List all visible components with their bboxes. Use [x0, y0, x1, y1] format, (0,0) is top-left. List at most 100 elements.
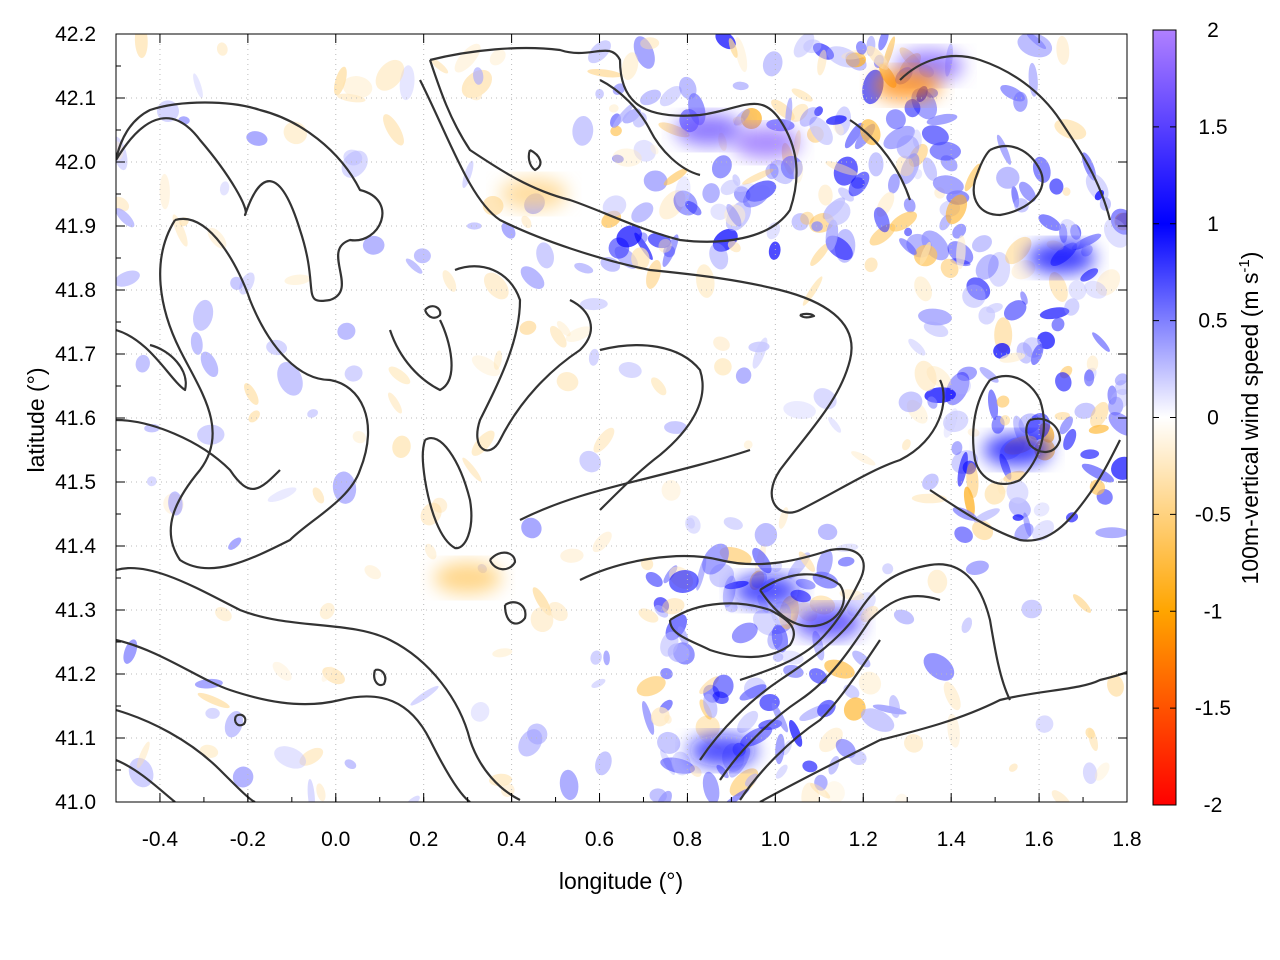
- heat-cell: [893, 609, 915, 625]
- heat-cell: [768, 241, 781, 260]
- heat-cell: [1074, 402, 1096, 419]
- heat-cell: [1059, 416, 1073, 435]
- heat-cell: [519, 320, 537, 335]
- x-tick-label: 0.4: [497, 828, 527, 851]
- heat-cell: [996, 134, 1012, 165]
- heat-cell: [973, 508, 1000, 523]
- heat-cell: [899, 238, 917, 255]
- heat-cell: [654, 605, 669, 618]
- heat-cell: [135, 354, 150, 373]
- x-tick-label: 0.8: [673, 828, 702, 851]
- heat-cell: [1048, 272, 1068, 302]
- heat-cell: [272, 661, 292, 681]
- heat-cell: [702, 183, 720, 204]
- x-tick-label: -0.4: [142, 828, 179, 851]
- heat-cell: [873, 207, 890, 233]
- heat-cell: [904, 99, 921, 118]
- x-axis: -0.4 -0.2 0.0 0.2 0.4 0.6 0.8 1.0 1.2 1.4 1.6 1.8: [115, 34, 1142, 851]
- heat-cell: [742, 168, 774, 185]
- heat-cell: [686, 517, 695, 529]
- heat-cell: [728, 38, 738, 58]
- heat-cell: [732, 81, 749, 91]
- heat-cell: [866, 45, 889, 70]
- heat-cell: [1039, 307, 1070, 320]
- heat-cell: [826, 46, 860, 68]
- heat-cell: [1084, 367, 1097, 382]
- heat-cell: [851, 451, 876, 466]
- heat-cell: [713, 336, 730, 351]
- heat-cell: [1020, 291, 1028, 305]
- heat-cell: [664, 421, 688, 434]
- heat-cell: [590, 650, 602, 665]
- contour-line: [849, 55, 1112, 221]
- heat-cell: [996, 395, 1010, 408]
- heat-cell: [966, 462, 979, 498]
- heat-cell: [752, 547, 772, 574]
- heat-cell: [579, 450, 602, 473]
- heat-cell: [754, 523, 778, 547]
- heat-cell: [633, 36, 655, 69]
- heat-cell: [702, 771, 720, 802]
- heat-cell: [943, 681, 961, 711]
- heat-cell: [965, 560, 989, 576]
- heat-cell: [1051, 790, 1072, 802]
- heat-cell: [885, 109, 906, 130]
- heat-cell: [716, 764, 729, 779]
- heat-cell: [828, 416, 842, 433]
- heat-cell: [752, 337, 768, 369]
- heat-cell: [595, 88, 604, 99]
- contour-line: [116, 638, 471, 802]
- heat-cell: [638, 608, 659, 623]
- heat-cell: [588, 348, 600, 366]
- heat-cell: [659, 190, 686, 220]
- heat-cell: [943, 410, 969, 433]
- contour-line: [759, 573, 846, 628]
- contour-line: [388, 265, 592, 452]
- heat-cell: [788, 719, 803, 747]
- contour-line: [759, 670, 1127, 802]
- heat-cell: [618, 362, 642, 378]
- heat-cell: [926, 113, 958, 126]
- heat-cell: [642, 700, 655, 735]
- heat-cell: [1000, 415, 1011, 426]
- y-tick-label: 41.7: [55, 343, 96, 366]
- heat-cell: [714, 358, 732, 376]
- heat-cell: [650, 707, 670, 727]
- heat-cell: [316, 783, 326, 802]
- heat-cell: [858, 671, 882, 695]
- contour-line: [419, 79, 945, 514]
- heat-cell: [1108, 412, 1127, 436]
- heat-cell: [1081, 463, 1115, 483]
- contour-line: [719, 595, 941, 801]
- heat-cell: [999, 352, 1026, 363]
- heat-cell: [914, 276, 932, 302]
- heat-cell: [947, 713, 960, 748]
- heat-cell: [864, 257, 878, 273]
- heat-cell: [848, 171, 870, 197]
- heat-cell: [1038, 214, 1061, 231]
- heat-cell: [817, 523, 838, 541]
- heat-cell: [483, 272, 509, 300]
- heat-cell: [621, 52, 639, 80]
- heat-cell: [843, 697, 866, 721]
- heat-cell: [1083, 369, 1095, 387]
- colorbar-title-main: 100m-vertical wind speed (m s: [1237, 273, 1263, 585]
- heat-cell: [882, 563, 894, 575]
- heat-cell: [246, 131, 268, 146]
- heat-cell: [662, 598, 685, 615]
- heat-cell: [1110, 208, 1127, 235]
- heat-cell: [819, 727, 843, 753]
- heat-cell: [640, 89, 661, 106]
- heat-cell: [337, 322, 356, 340]
- heat-feature: [732, 126, 801, 159]
- heat-feature: [688, 734, 757, 767]
- heat-cell: [914, 360, 937, 392]
- heat-cell: [136, 741, 150, 769]
- x-tick-label: 0.2: [409, 828, 438, 851]
- heat-cell: [818, 184, 833, 206]
- contour-line: [699, 563, 1011, 761]
- heat-cell: [860, 605, 879, 623]
- colorbar-tick-label: 0: [1207, 407, 1219, 430]
- heat-cell: [489, 49, 506, 66]
- heat-cell: [743, 440, 753, 450]
